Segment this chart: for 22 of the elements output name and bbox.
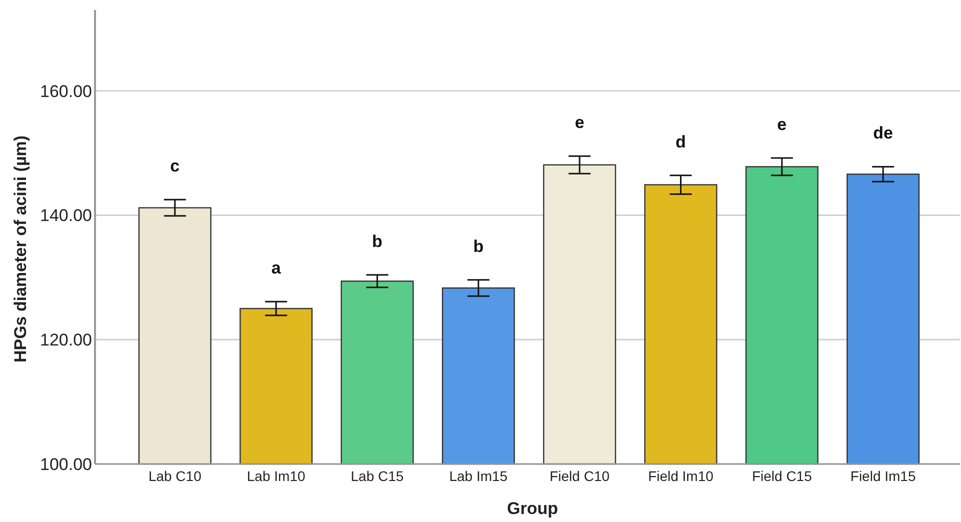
y-tick-label: 120.00	[40, 330, 92, 350]
x-axis-title: Group	[507, 499, 558, 518]
x-tick-label: Field Im15	[850, 468, 916, 484]
annotation: d	[676, 132, 686, 152]
y-axis-title: HPGs diameter of acini (µm)	[11, 135, 30, 363]
x-tick-label: Field C10	[550, 468, 610, 484]
y-tick-label: 140.00	[40, 206, 92, 226]
annotation: e	[574, 113, 584, 132]
annotation: e	[777, 114, 787, 134]
annotation: b	[473, 236, 484, 256]
annotation: c	[170, 156, 180, 176]
y-tick-label: 160.00	[40, 82, 92, 101]
y-tick-label: 100.00	[40, 454, 92, 474]
annotation: a	[271, 258, 282, 278]
x-tick-label: Field Im10	[648, 468, 714, 484]
x-tick-label: Lab Im15	[449, 468, 508, 484]
annotation: b	[372, 232, 382, 251]
x-tick-label: Lab C15	[350, 468, 404, 484]
annotation: de	[873, 124, 894, 143]
x-tick-label: Field C15	[752, 468, 812, 484]
x-tick-label: Lab Im10	[246, 468, 306, 484]
x-tick-label: Lab C10	[148, 468, 202, 484]
